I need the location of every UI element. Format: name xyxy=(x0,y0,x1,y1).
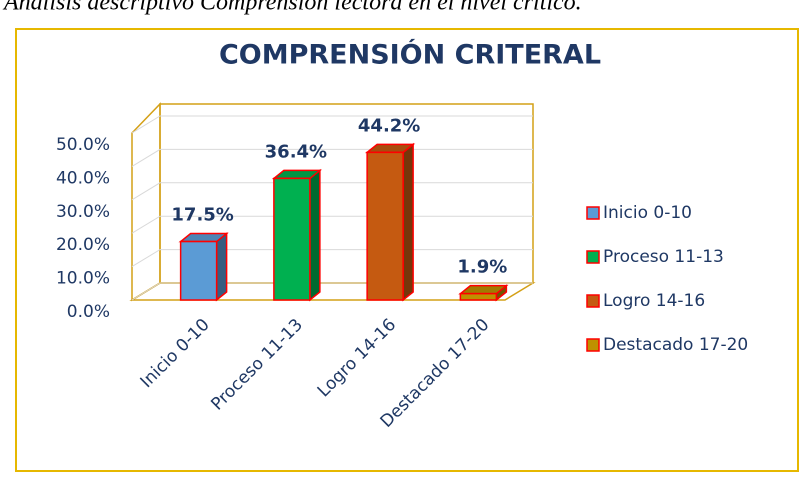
bar xyxy=(459,292,498,301)
legend-label: Inicio 0-10 xyxy=(603,203,692,223)
y-tick-label: 20.0% xyxy=(56,235,110,255)
data-label: 17.5% xyxy=(171,205,233,226)
y-tick-label: 30.0% xyxy=(56,202,110,222)
legend-label: Proceso 11-13 xyxy=(603,247,724,267)
bar-side xyxy=(402,142,414,302)
data-label: 36.4% xyxy=(265,141,327,162)
x-tick: Inicio 0-10 xyxy=(137,315,214,392)
x-tick: Proceso 11-13 xyxy=(207,315,307,415)
data-label: 1.9% xyxy=(457,257,507,278)
x-tick-label: Inicio 0-10 xyxy=(137,315,214,392)
y-tick-label: 0.0% xyxy=(67,302,110,322)
bar xyxy=(179,240,218,301)
legend-swatch xyxy=(586,338,600,352)
legend-swatch xyxy=(586,294,600,308)
x-tick: Logro 14-16 xyxy=(314,315,400,401)
side-wall xyxy=(131,102,161,302)
x-tick-label: Proceso 11-13 xyxy=(207,315,307,415)
chart-title: COMPRENSIÓN CRITERAL xyxy=(219,39,601,71)
legend-swatch xyxy=(586,250,600,264)
bar-side xyxy=(215,231,228,302)
data-label: 44.2% xyxy=(358,115,420,136)
bar xyxy=(273,177,311,301)
bar-side xyxy=(309,168,321,302)
legend-swatch xyxy=(586,206,600,220)
caption: Análisis descriptivo Comprensión lectora… xyxy=(2,0,582,16)
y-tick-label: 10.0% xyxy=(56,269,110,289)
x-tick-label: Logro 14-16 xyxy=(314,315,400,401)
chart-border xyxy=(15,28,799,472)
y-tick-label: 40.0% xyxy=(56,168,110,188)
legend-label: Logro 14-16 xyxy=(603,291,705,311)
grid-line xyxy=(131,115,533,134)
grid-line xyxy=(131,148,533,167)
bar xyxy=(366,151,404,301)
y-tick-label: 50.0% xyxy=(56,135,110,155)
grid-line xyxy=(131,182,533,201)
legend-label: Destacado 17-20 xyxy=(603,335,748,355)
